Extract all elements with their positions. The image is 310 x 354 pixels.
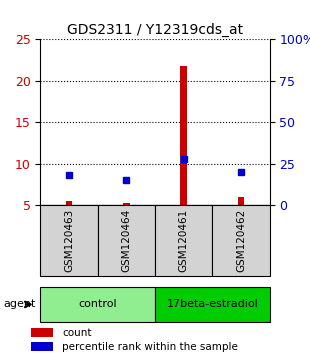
Bar (123, 203, 130, 205)
Bar (31, 342, 53, 352)
Text: control: control (78, 299, 117, 309)
Bar (237, 197, 245, 205)
FancyBboxPatch shape (98, 205, 155, 276)
Bar (65, 201, 73, 205)
Text: GSM120461: GSM120461 (179, 209, 189, 272)
FancyBboxPatch shape (155, 205, 212, 276)
Text: percentile rank within the sample: percentile rank within the sample (62, 342, 238, 352)
Text: GSM120464: GSM120464 (121, 209, 131, 272)
Bar (180, 67, 187, 205)
Text: count: count (62, 328, 91, 338)
Text: GSM120462: GSM120462 (236, 209, 246, 272)
FancyBboxPatch shape (40, 205, 98, 276)
Bar (31, 328, 53, 337)
Text: 17beta-estradiol: 17beta-estradiol (166, 299, 258, 309)
FancyBboxPatch shape (212, 205, 270, 276)
Text: GSM120463: GSM120463 (64, 209, 74, 272)
Text: agent: agent (3, 299, 35, 309)
FancyBboxPatch shape (40, 287, 155, 322)
Title: GDS2311 / Y12319cds_at: GDS2311 / Y12319cds_at (67, 22, 243, 36)
FancyBboxPatch shape (155, 287, 270, 322)
